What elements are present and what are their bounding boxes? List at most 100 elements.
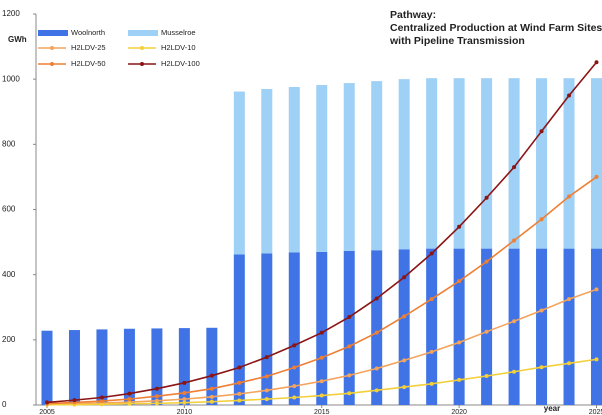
legend-label: H2LDV-50 <box>71 59 106 68</box>
point <box>347 391 352 396</box>
point <box>539 365 544 370</box>
point <box>292 384 297 389</box>
point <box>154 386 159 391</box>
point <box>209 394 214 399</box>
point <box>484 374 489 379</box>
legend-swatch <box>140 46 144 50</box>
point <box>457 377 462 382</box>
bar <box>96 329 108 405</box>
point <box>484 329 489 334</box>
annotation: with Pipeline Transmission <box>389 35 525 47</box>
y-axis-label: GWh <box>8 35 27 44</box>
point <box>127 397 132 402</box>
bar <box>453 248 465 405</box>
point <box>319 355 324 360</box>
bar <box>481 78 493 249</box>
point <box>457 224 462 229</box>
point <box>402 358 407 363</box>
point <box>127 401 132 406</box>
bar <box>426 248 438 405</box>
bar <box>371 81 383 251</box>
point <box>374 330 379 335</box>
bar <box>426 78 438 249</box>
y-tick-label: 400 <box>2 270 16 279</box>
point <box>99 399 104 404</box>
point <box>182 380 187 385</box>
point <box>182 397 187 402</box>
bar <box>536 78 548 249</box>
x-tick-label: 2010 <box>177 409 193 415</box>
point <box>292 395 297 400</box>
point <box>512 319 517 324</box>
legend-swatch <box>128 30 158 36</box>
bar <box>343 250 355 405</box>
legend-label: Musselroe <box>161 28 196 37</box>
legend-swatch <box>50 62 54 66</box>
point <box>237 365 242 370</box>
point <box>539 308 544 313</box>
point <box>594 174 599 179</box>
point <box>209 399 214 404</box>
point <box>99 402 104 407</box>
point <box>457 340 462 345</box>
point <box>127 391 132 396</box>
bar <box>563 78 575 249</box>
point <box>539 129 544 134</box>
bar <box>591 248 602 405</box>
point <box>429 251 434 256</box>
bar <box>398 249 410 405</box>
bar <box>508 248 520 405</box>
bar <box>371 250 383 405</box>
bar <box>178 328 190 405</box>
point <box>374 366 379 371</box>
point <box>484 259 489 264</box>
point <box>512 369 517 374</box>
point <box>264 355 269 360</box>
y-tick-label: 800 <box>2 139 16 148</box>
x-tick-label: 2015 <box>314 409 330 415</box>
point <box>402 275 407 280</box>
legend-swatch <box>38 30 68 36</box>
y-tick-label: 200 <box>2 335 16 344</box>
point <box>154 401 159 406</box>
point <box>512 238 517 243</box>
point <box>292 343 297 348</box>
point <box>594 357 599 362</box>
bar <box>151 328 163 405</box>
legend-swatch <box>50 46 54 50</box>
legend-label: Woolnorth <box>71 28 105 37</box>
point <box>567 361 572 366</box>
point <box>99 395 104 400</box>
bar <box>316 85 328 252</box>
bar <box>288 252 300 405</box>
bar <box>508 78 520 249</box>
point <box>237 391 242 396</box>
point <box>264 374 269 379</box>
point <box>374 388 379 393</box>
point <box>319 393 324 398</box>
bar <box>316 251 328 405</box>
legend-swatch <box>140 62 144 66</box>
point <box>374 296 379 301</box>
x-tick-label: 2005 <box>39 409 55 415</box>
point <box>44 400 49 405</box>
y-tick-label: 0 <box>2 400 7 409</box>
y-tick-label: 1000 <box>2 74 20 83</box>
point <box>567 93 572 98</box>
point <box>429 297 434 302</box>
bar <box>233 254 245 405</box>
y-tick-label: 1200 <box>2 9 20 18</box>
x-axis-label: year <box>544 404 560 413</box>
point <box>457 279 462 284</box>
point <box>567 297 572 302</box>
bar <box>41 330 53 405</box>
legend-label: H2LDV-100 <box>161 59 200 68</box>
point <box>512 165 517 170</box>
point <box>319 330 324 335</box>
bar <box>453 78 465 249</box>
point <box>72 398 77 403</box>
point <box>429 381 434 386</box>
point <box>484 195 489 200</box>
